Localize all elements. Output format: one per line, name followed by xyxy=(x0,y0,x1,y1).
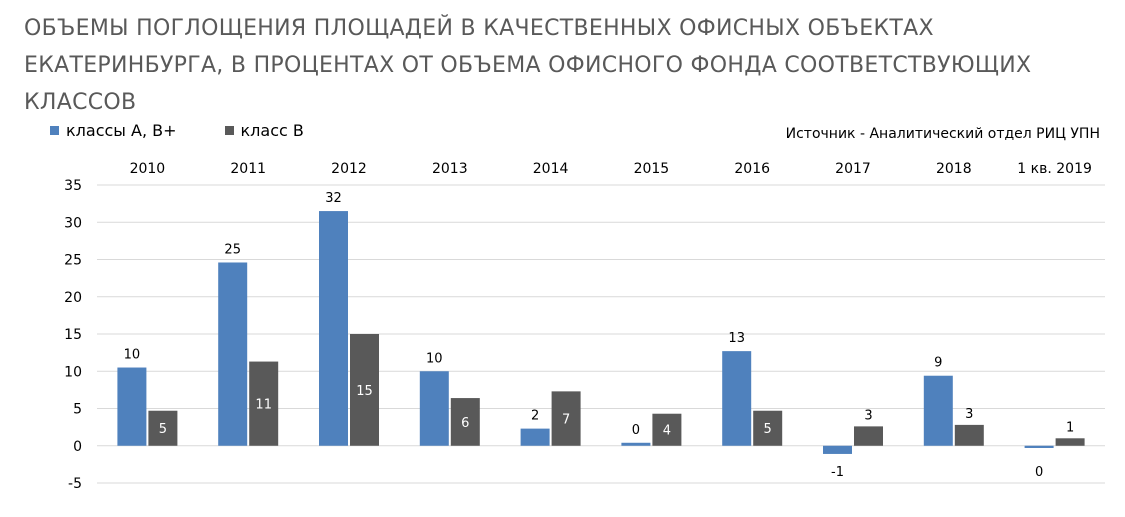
y-tick-label: 15 xyxy=(64,327,82,343)
bar-series-b xyxy=(854,426,883,446)
x-tick-label: 2013 xyxy=(432,161,468,177)
bar-series-a xyxy=(1024,445,1054,448)
bar-series-b xyxy=(350,334,379,446)
x-tick-label: 2014 xyxy=(533,161,569,177)
legend-swatch-series-b xyxy=(224,126,234,135)
legend-item-series-b: класс В xyxy=(224,121,304,140)
bar-series-b xyxy=(551,391,581,446)
y-tick-label: 0 xyxy=(73,439,82,455)
legend-swatch-series-a xyxy=(50,126,59,135)
data-label-series-b: 5 xyxy=(159,422,167,437)
y-tick-label: 5 xyxy=(73,402,82,418)
data-label-series-a: 10 xyxy=(426,351,443,366)
legend-label-series-b: класс В xyxy=(240,121,304,140)
bar-series-b xyxy=(148,410,178,446)
bar-series-b xyxy=(652,413,682,446)
data-label-series-b: 4 xyxy=(663,424,671,439)
x-tick-label: 2016 xyxy=(734,161,770,177)
data-label-series-b: 11 xyxy=(255,398,272,413)
legend: классы А, В+ класс В xyxy=(50,121,352,140)
bar-series-a xyxy=(823,445,852,454)
source-note: Источник - Аналитический отдел РИЦ УПН xyxy=(785,126,1100,142)
x-tick-label: 2017 xyxy=(835,161,871,177)
bar-series-a xyxy=(621,442,651,446)
bar-series-b xyxy=(1055,438,1085,446)
bar-series-b xyxy=(954,424,984,446)
data-label-series-a: 0 xyxy=(1035,465,1043,480)
bar-series-a xyxy=(319,211,348,446)
bar-series-a xyxy=(722,351,752,446)
data-label-series-b: 15 xyxy=(356,384,373,399)
bar-series-b xyxy=(753,410,783,446)
bar-series-a xyxy=(419,371,449,446)
data-label-series-b: 7 xyxy=(562,413,570,428)
y-tick-label: 20 xyxy=(64,290,82,306)
legend-label-series-a: классы А, В+ xyxy=(66,121,177,140)
y-tick-label: -5 xyxy=(68,476,82,492)
data-label-series-a: 32 xyxy=(325,191,342,206)
x-tick-label: 2011 xyxy=(230,161,266,177)
data-label-series-a: -1 xyxy=(831,465,844,480)
y-tick-label: 10 xyxy=(64,364,82,380)
data-label-series-b: 5 xyxy=(764,422,772,437)
data-label-series-b: 1 xyxy=(1066,420,1074,435)
data-label-series-a: 9 xyxy=(934,356,942,371)
data-label-series-a: 10 xyxy=(124,348,141,363)
x-tick-label: 2012 xyxy=(331,161,367,177)
legend-item-series-a: классы А, В+ xyxy=(50,121,177,140)
bar-series-a xyxy=(520,428,550,446)
data-label-series-a: 0 xyxy=(632,423,640,438)
data-label-series-a: 2 xyxy=(531,409,539,424)
y-tick-label: 25 xyxy=(64,253,82,269)
y-tick-label: 35 xyxy=(64,178,82,194)
bar-series-a xyxy=(117,367,147,446)
bar-series-a xyxy=(923,375,953,446)
x-tick-label: 2018 xyxy=(936,161,972,177)
bar-series-a xyxy=(218,262,248,446)
data-label-series-b: 3 xyxy=(864,408,872,423)
bar-series-b xyxy=(450,398,480,446)
data-label-series-a: 13 xyxy=(728,331,745,346)
x-tick-label: 2010 xyxy=(130,161,166,177)
y-tick-label: 30 xyxy=(64,215,82,231)
x-tick-label: 1 кв. 2019 xyxy=(1017,161,1092,177)
data-label-series-b: 6 xyxy=(461,416,469,431)
chart-title: ОБЪЕМЫ ПОГЛОЩЕНИЯ ПЛОЩАДЕЙ В КАЧЕСТВЕННЫ… xyxy=(24,16,1032,115)
data-label-series-a: 25 xyxy=(224,242,241,257)
bar-series-b xyxy=(249,361,279,446)
data-label-series-b: 3 xyxy=(965,407,973,422)
x-tick-label: 2015 xyxy=(634,161,670,177)
